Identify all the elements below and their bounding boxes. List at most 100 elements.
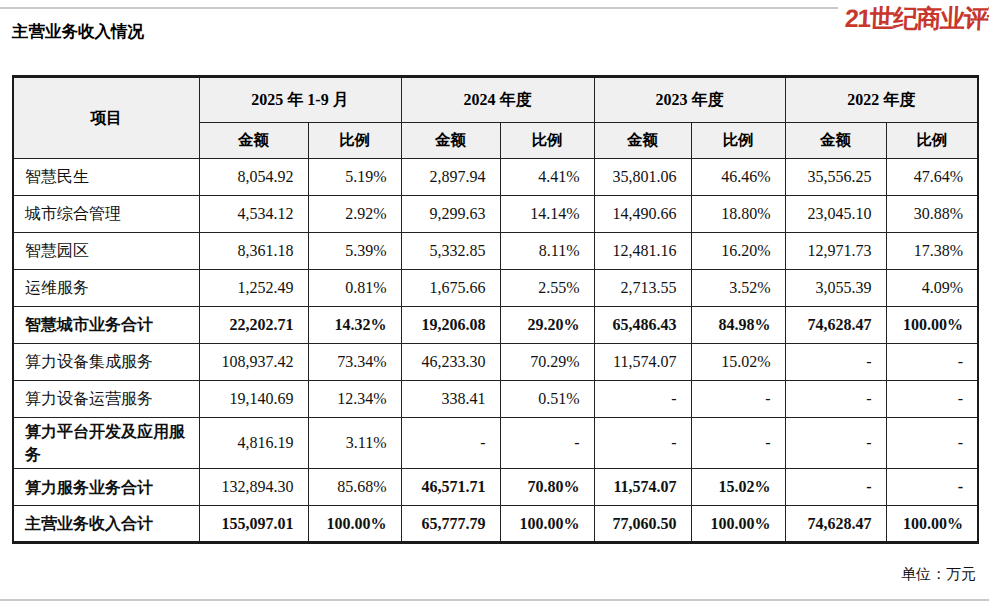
- cell: 2,897.94: [401, 159, 500, 196]
- cell: 70.80%: [500, 469, 594, 506]
- table-row: 算力服务业务合计132,894.3085.68%46,571.7170.80%1…: [13, 469, 978, 506]
- cell: 29.20%: [500, 307, 594, 344]
- sub-header-amount-2022: 金额: [785, 123, 886, 159]
- cell: 35,556.25: [785, 159, 886, 196]
- bottom-divider: [0, 599, 989, 601]
- table-row: 算力设备集成服务108,937.4273.34%46,233.3070.29%1…: [13, 344, 978, 381]
- cell: 65,486.43: [594, 307, 691, 344]
- cell: 17.38%: [886, 233, 978, 270]
- table-row: 智慧园区8,361.185.39%5,332.858.11%12,481.161…: [13, 233, 978, 270]
- cell: 2.92%: [308, 196, 401, 233]
- cell: 19,206.08: [401, 307, 500, 344]
- cell: 1,675.66: [401, 270, 500, 307]
- cell: 8,361.18: [199, 233, 308, 270]
- row-label: 算力平台开发及应用服务: [13, 418, 199, 469]
- cell: -: [785, 344, 886, 381]
- cell: 9,299.63: [401, 196, 500, 233]
- cell: 15.02%: [691, 469, 785, 506]
- row-label: 主营业务收入合计: [13, 506, 199, 543]
- cell: -: [691, 381, 785, 418]
- cell: 15.02%: [691, 344, 785, 381]
- cell: -: [886, 344, 978, 381]
- page: 21世纪商业评论 主营业务收入情况 项目 2025 年 1-9 月 2024 年…: [0, 0, 989, 608]
- cell: 4.41%: [500, 159, 594, 196]
- cell: 1,252.49: [199, 270, 308, 307]
- cell: 11,574.07: [594, 469, 691, 506]
- cell: 22,202.71: [199, 307, 308, 344]
- cell: 11,574.07: [594, 344, 691, 381]
- cell: 14.14%: [500, 196, 594, 233]
- cell: 18.80%: [691, 196, 785, 233]
- cell: 2,713.55: [594, 270, 691, 307]
- col-header-2024: 2024 年度: [401, 77, 594, 123]
- row-label: 运维服务: [13, 270, 199, 307]
- row-label: 算力服务业务合计: [13, 469, 199, 506]
- row-label: 智慧城市业务合计: [13, 307, 199, 344]
- cell: 0.81%: [308, 270, 401, 307]
- cell: 155,097.01: [199, 506, 308, 543]
- cell: 3,055.39: [785, 270, 886, 307]
- cell: 16.20%: [691, 233, 785, 270]
- cell: 23,045.10: [785, 196, 886, 233]
- sub-header-amount-2024: 金额: [401, 123, 500, 159]
- cell: 73.34%: [308, 344, 401, 381]
- table-row: 智慧民生8,054.925.19%2,897.944.41%35,801.064…: [13, 159, 978, 196]
- cell: 14,490.66: [594, 196, 691, 233]
- cell: -: [886, 418, 978, 469]
- cell: 108,937.42: [199, 344, 308, 381]
- cell: -: [691, 418, 785, 469]
- cell: 84.98%: [691, 307, 785, 344]
- cell: 35,801.06: [594, 159, 691, 196]
- table-row: 智慧城市业务合计22,202.7114.32%19,206.0829.20%65…: [13, 307, 978, 344]
- page-title: 主营业务收入情况: [12, 21, 144, 43]
- sub-header-amount-2023: 金额: [594, 123, 691, 159]
- cell: -: [500, 418, 594, 469]
- cell: 4,816.19: [199, 418, 308, 469]
- cell: -: [785, 381, 886, 418]
- table-row: 算力平台开发及应用服务4,816.193.11%------: [13, 418, 978, 469]
- cell: 5,332.85: [401, 233, 500, 270]
- col-header-2022: 2022 年度: [785, 77, 978, 123]
- row-label: 算力设备运营服务: [13, 381, 199, 418]
- sub-header-ratio-2023: 比例: [691, 123, 785, 159]
- cell: 46.46%: [691, 159, 785, 196]
- sub-header-amount-2025: 金额: [199, 123, 308, 159]
- cell: 12,481.16: [594, 233, 691, 270]
- cell: -: [886, 381, 978, 418]
- cell: 46,571.71: [401, 469, 500, 506]
- col-header-item: 项目: [13, 77, 199, 159]
- cell: 4,534.12: [199, 196, 308, 233]
- cell: -: [785, 469, 886, 506]
- cell: 8,054.92: [199, 159, 308, 196]
- cell: 46,233.30: [401, 344, 500, 381]
- row-label: 智慧园区: [13, 233, 199, 270]
- top-divider: [0, 7, 838, 9]
- cell: 5.39%: [308, 233, 401, 270]
- cell: 100.00%: [500, 506, 594, 543]
- cell: -: [886, 469, 978, 506]
- row-label: 城市综合管理: [13, 196, 199, 233]
- cell: -: [594, 418, 691, 469]
- cell: 4.09%: [886, 270, 978, 307]
- cell: 74,628.47: [785, 307, 886, 344]
- cell: 3.52%: [691, 270, 785, 307]
- cell: 14.32%: [308, 307, 401, 344]
- cell: 19,140.69: [199, 381, 308, 418]
- cell: 2.55%: [500, 270, 594, 307]
- cell: -: [594, 381, 691, 418]
- table-row: 运维服务1,252.490.81%1,675.662.55%2,713.553.…: [13, 270, 978, 307]
- brand-logo: 21世纪商业评论: [844, 2, 989, 35]
- cell: 12.34%: [308, 381, 401, 418]
- col-header-2023: 2023 年度: [594, 77, 785, 123]
- row-label: 算力设备集成服务: [13, 344, 199, 381]
- table-row: 主营业务收入合计155,097.01100.00%65,777.79100.00…: [13, 506, 978, 543]
- sub-header-ratio-2025: 比例: [308, 123, 401, 159]
- cell: 3.11%: [308, 418, 401, 469]
- cell: 338.41: [401, 381, 500, 418]
- cell: 100.00%: [691, 506, 785, 543]
- unit-note: 单位：万元: [901, 565, 976, 584]
- cell: 100.00%: [886, 307, 978, 344]
- table-row: 算力设备运营服务19,140.6912.34%338.410.51%----: [13, 381, 978, 418]
- cell: 70.29%: [500, 344, 594, 381]
- cell: 30.88%: [886, 196, 978, 233]
